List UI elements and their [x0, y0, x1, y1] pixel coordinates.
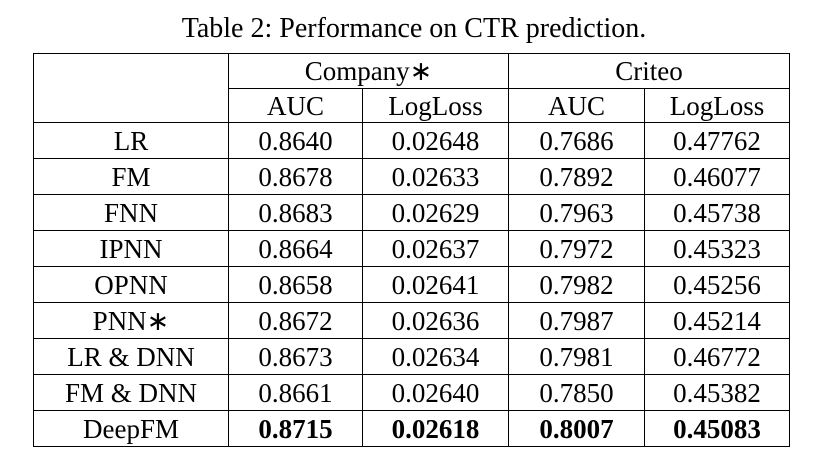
model-name: FM & DNN [33, 374, 229, 411]
metric-value: 0.7972 [508, 230, 645, 267]
metric-value: 0.7981 [508, 338, 645, 375]
metric-value: 0.8664 [228, 230, 363, 267]
metric-value: 0.8658 [228, 266, 363, 303]
metric-value: 0.02640 [362, 374, 509, 411]
metric-value: 0.8672 [228, 302, 363, 339]
model-name: FM [33, 158, 229, 195]
table-row: IPNN 0.8664 0.02637 0.7972 0.45323 [33, 230, 790, 267]
metric-value: 0.47762 [644, 122, 790, 159]
metric-value: 0.46772 [644, 338, 790, 375]
table-row: OPNN 0.8658 0.02641 0.7982 0.45256 [33, 266, 790, 303]
table-header: Company∗ Criteo AUC LogLoss AUC LogLoss [33, 53, 790, 123]
metric-header: AUC [508, 88, 645, 123]
table-caption: Table 2: Performance on CTR prediction. [181, 13, 647, 44]
metric-value: 0.02648 [362, 122, 509, 159]
model-name: OPNN [33, 266, 229, 303]
model-name: LR [33, 122, 229, 159]
metric-value: 0.7987 [508, 302, 645, 339]
table-row: LR & DNN 0.8673 0.02634 0.7981 0.46772 [33, 338, 790, 375]
metric-value: 0.7892 [508, 158, 645, 195]
table-row: PNN∗ 0.8672 0.02636 0.7987 0.45214 [33, 302, 790, 339]
metric-value: 0.8673 [228, 338, 363, 375]
header-row: Company∗ Criteo [33, 53, 790, 123]
metric-value: 0.7850 [508, 374, 645, 411]
model-name: IPNN [33, 230, 229, 267]
metric-header: LogLoss [362, 88, 509, 123]
metric-value: 0.8715 [228, 410, 363, 447]
model-name: FNN [33, 194, 229, 231]
metric-value: 0.02633 [362, 158, 509, 195]
metric-value: 0.45382 [644, 374, 790, 411]
table-row: FM & DNN 0.8661 0.02640 0.7850 0.45382 [33, 374, 790, 411]
metric-value: 0.8661 [228, 374, 363, 411]
metric-value: 0.46077 [644, 158, 790, 195]
results-table: Company∗ Criteo AUC LogLoss AUC LogLoss … [33, 53, 790, 447]
metric-value: 0.02637 [362, 230, 509, 267]
metric-value: 0.45083 [644, 410, 790, 447]
table-body: LR 0.8640 0.02648 0.7686 0.47762 FM 0.8678 0.02… [33, 122, 790, 447]
group-header: Criteo [508, 53, 790, 89]
group-header: Company∗ [228, 53, 509, 89]
metric-value: 0.02629 [362, 194, 509, 231]
metric-header: AUC [228, 88, 363, 123]
metric-value: 0.45738 [644, 194, 790, 231]
metric-value: 0.8683 [228, 194, 363, 231]
metric-value: 0.02618 [362, 410, 509, 447]
metric-value: 0.8007 [508, 410, 645, 447]
metric-value: 0.02634 [362, 338, 509, 375]
metric-value: 0.45214 [644, 302, 790, 339]
table-row: FNN 0.8683 0.02629 0.7963 0.45738 [33, 194, 790, 231]
metric-value: 0.8678 [228, 158, 363, 195]
metric-value: 0.45323 [644, 230, 790, 267]
model-name: DeepFM [33, 410, 229, 447]
table-row: DeepFM 0.8715 0.02618 0.8007 0.45083 [33, 410, 790, 447]
metric-value: 0.7982 [508, 266, 645, 303]
metric-value: 0.7686 [508, 122, 645, 159]
corner-cell [33, 53, 229, 123]
metric-value: 0.8640 [228, 122, 363, 159]
metric-value: 0.02636 [362, 302, 509, 339]
metric-value: 0.7963 [508, 194, 645, 231]
model-name: PNN∗ [33, 302, 229, 339]
model-name: LR & DNN [33, 338, 229, 375]
metric-value: 0.02641 [362, 266, 509, 303]
metric-header: LogLoss [644, 88, 790, 123]
table-row: LR 0.8640 0.02648 0.7686 0.47762 [33, 122, 790, 159]
metric-value: 0.45256 [644, 266, 790, 303]
table-row: FM 0.8678 0.02633 0.7892 0.46077 [33, 158, 790, 195]
